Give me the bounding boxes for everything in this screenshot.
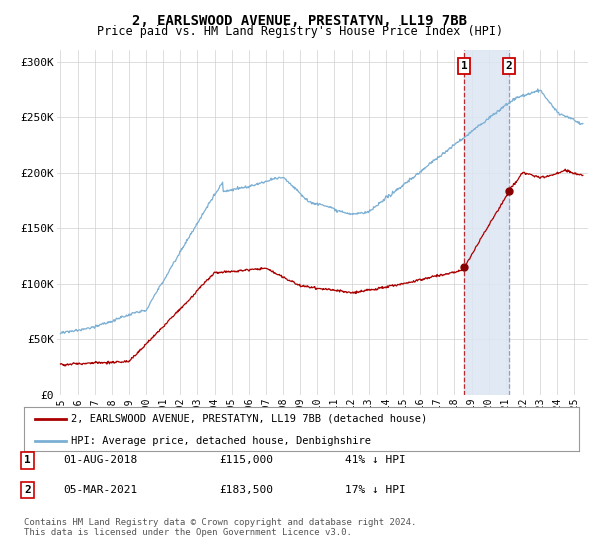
Text: Contains HM Land Registry data © Crown copyright and database right 2024.
This d: Contains HM Land Registry data © Crown c… [24, 518, 416, 538]
Text: 05-MAR-2021: 05-MAR-2021 [63, 485, 137, 495]
Text: 2, EARLSWOOD AVENUE, PRESTATYN, LL19 7BB (detached house): 2, EARLSWOOD AVENUE, PRESTATYN, LL19 7BB… [71, 414, 427, 424]
Text: 1: 1 [24, 455, 31, 465]
Text: HPI: Average price, detached house, Denbighshire: HPI: Average price, detached house, Denb… [71, 436, 371, 446]
Text: 41% ↓ HPI: 41% ↓ HPI [345, 455, 406, 465]
Text: £183,500: £183,500 [219, 485, 273, 495]
Text: 17% ↓ HPI: 17% ↓ HPI [345, 485, 406, 495]
Text: Price paid vs. HM Land Registry's House Price Index (HPI): Price paid vs. HM Land Registry's House … [97, 25, 503, 38]
Text: 01-AUG-2018: 01-AUG-2018 [63, 455, 137, 465]
Text: 2, EARLSWOOD AVENUE, PRESTATYN, LL19 7BB: 2, EARLSWOOD AVENUE, PRESTATYN, LL19 7BB [133, 14, 467, 28]
Bar [464, 50, 509, 395]
Text: 1: 1 [461, 60, 468, 71]
Text: 2: 2 [24, 485, 31, 495]
Text: £115,000: £115,000 [219, 455, 273, 465]
Text: 2: 2 [505, 60, 512, 71]
